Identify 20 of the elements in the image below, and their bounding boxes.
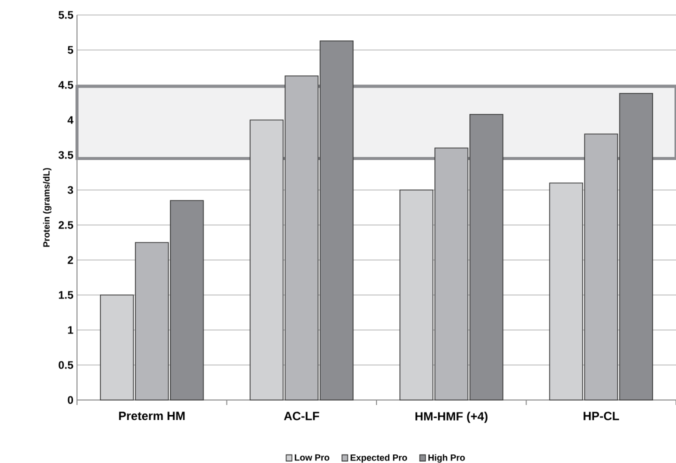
legend-label: High Pro (428, 454, 465, 463)
y-tick-label: 1 (68, 326, 74, 334)
y-tick-label: 4.5 (58, 81, 74, 89)
y-tick-label: 1.5 (58, 291, 74, 299)
y-tick-label: 3.5 (58, 151, 74, 159)
y-tick-label: 4 (68, 116, 74, 124)
y-tick-label: 0.5 (58, 361, 74, 369)
y-tick-label: 5 (68, 46, 74, 54)
x-tick-label: Preterm HM (119, 412, 185, 420)
y-tick-label: 5.5 (58, 11, 74, 19)
x-tick-label: HP-CL (584, 412, 620, 420)
y-tick-label: 2 (68, 256, 74, 264)
legend-label: Low Pro (294, 454, 330, 461)
x-tick-label: AC-LF (284, 412, 320, 420)
y-tick-label: 2.5 (58, 221, 74, 229)
legend-label: Expected Pro (350, 454, 408, 463)
y-axis-title: Protein (grams/dL) (43, 168, 52, 247)
y-tick-label: 3 (68, 186, 74, 194)
x-tick-label: HM-HMF (+4) (415, 412, 488, 423)
y-tick-label: 0 (68, 396, 74, 404)
